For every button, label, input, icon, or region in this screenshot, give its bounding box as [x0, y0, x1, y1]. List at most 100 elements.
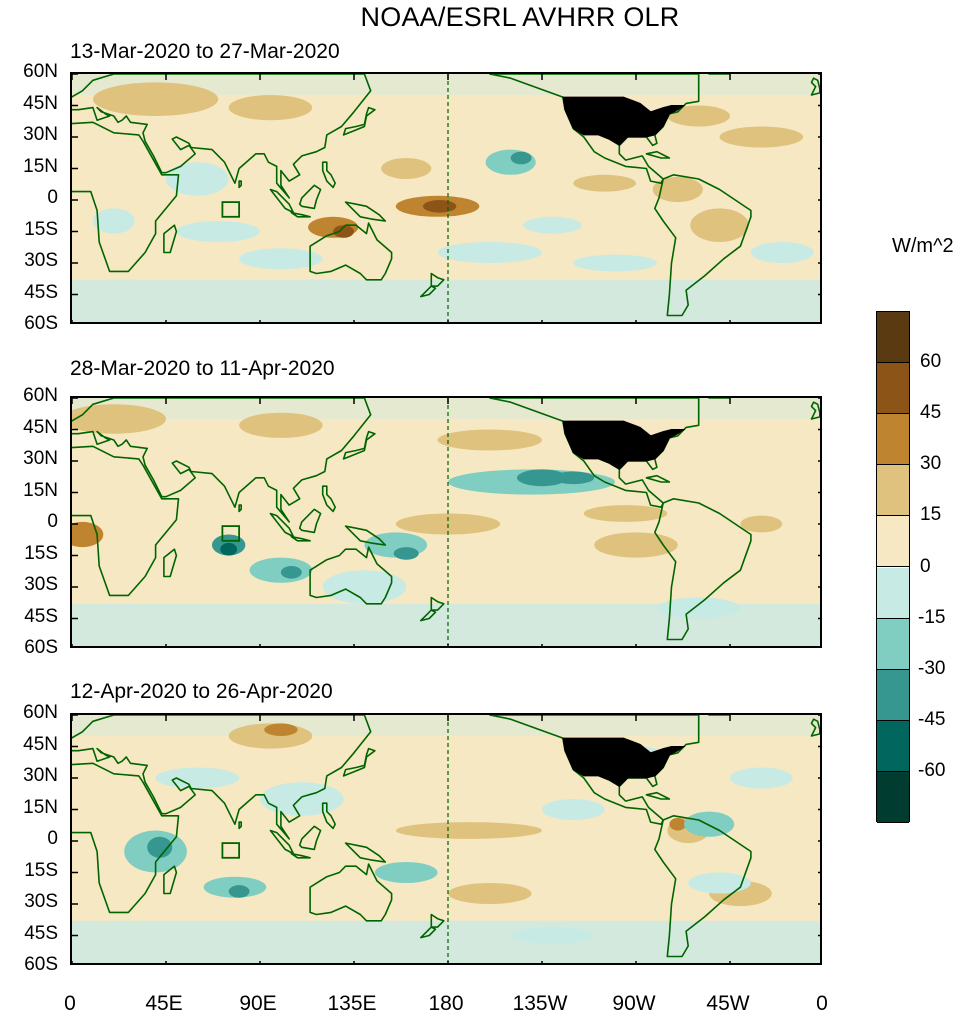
anomaly-contour	[92, 82, 219, 116]
panel-1-label: 13-Mar-2020 to 27-Mar-2020	[70, 40, 340, 63]
anomaly-contour	[239, 412, 323, 438]
anomaly-band	[72, 398, 820, 419]
coastline-java	[290, 211, 311, 218]
coastline-srilanka	[238, 821, 242, 830]
anomaly-band	[72, 715, 820, 736]
lon-label: 90W	[612, 992, 656, 1015]
coastline-newzealand2	[419, 926, 437, 939]
lat-label: 30S	[24, 891, 58, 912]
colorbar-segment	[877, 363, 909, 415]
anomaly-contour	[92, 208, 135, 234]
lat-label: 60S	[24, 637, 58, 658]
anomaly-contour	[322, 570, 407, 604]
anomaly-contour	[437, 429, 542, 451]
lat-label: 60N	[23, 61, 58, 82]
colorbar-segment	[877, 465, 909, 517]
anomaly-contour	[448, 883, 532, 904]
coastline-newguinea	[344, 201, 387, 222]
anomaly-contour	[573, 174, 636, 192]
anomaly-contour	[656, 597, 741, 619]
anomaly-contour	[594, 532, 678, 558]
anomaly-contour	[688, 872, 751, 894]
anomaly-contour	[374, 862, 438, 883]
colorbar-segment	[877, 669, 909, 721]
lat-label: 60S	[24, 954, 58, 975]
coastline-namerica	[488, 74, 700, 184]
chart-title: NOAA/ESRL AVHRR OLR	[360, 2, 680, 32]
map-panel-2	[70, 396, 822, 648]
colorbar-segment	[877, 414, 909, 466]
anomaly-band	[72, 920, 820, 963]
lon-label: 135W	[512, 992, 568, 1015]
anomaly-contour	[437, 242, 542, 263]
lat-label: 15N	[23, 479, 58, 501]
anomaly-contour	[740, 515, 783, 533]
colorbar	[876, 311, 910, 823]
lon-label: 0	[816, 992, 828, 1015]
anomaly-contour	[280, 566, 302, 579]
coastline-newzealand2	[419, 285, 437, 298]
lon-label: 45W	[706, 992, 750, 1015]
anomaly-contour	[260, 782, 344, 816]
coastline-eurasia	[72, 74, 372, 199]
colorbar-segment	[877, 720, 909, 772]
anomaly-contour	[730, 767, 793, 789]
anomaly-contour	[220, 542, 238, 556]
anomaly-contour	[395, 822, 542, 839]
lat-label: 30S	[24, 250, 58, 271]
lat-label: 45N	[23, 92, 58, 114]
colorbar-segment	[877, 516, 909, 568]
coastline-borneo	[298, 184, 322, 210]
anomaly-contour	[690, 208, 749, 242]
anomaly-contour	[228, 95, 313, 121]
region-box	[221, 525, 241, 542]
lon-label: 180	[428, 992, 464, 1015]
lon-label: 90E	[239, 992, 277, 1015]
usa-region	[562, 420, 686, 471]
coastline-samerica	[653, 174, 752, 317]
lon-label: 135E	[327, 992, 377, 1015]
anomaly-contour	[583, 505, 668, 522]
lat-label: 45N	[23, 733, 58, 755]
coastline-borneo	[298, 825, 322, 851]
coastline-newzealand2	[419, 609, 437, 622]
coastline-samerica	[653, 498, 752, 641]
lat-label: 45S	[24, 605, 58, 627]
lat-label: 45N	[23, 416, 58, 438]
anomaly-band	[72, 74, 820, 95]
coastline-africa	[72, 445, 180, 597]
coastline-philippines	[321, 485, 337, 513]
anomaly-contour	[552, 471, 595, 485]
coastline-philippines	[321, 161, 337, 189]
colorbar-label: -15	[918, 606, 946, 628]
lat-label: 15S	[24, 542, 58, 564]
coastline-java	[290, 535, 311, 542]
region-box	[221, 201, 241, 218]
lat-label: 60N	[23, 385, 58, 406]
colorbar-label: 0	[920, 555, 931, 577]
anomaly-contour	[354, 134, 417, 161]
anomaly-contour	[147, 836, 173, 858]
anomaly-contour	[239, 248, 323, 270]
coastline-namerica	[488, 715, 700, 825]
anomaly-contour	[393, 547, 419, 560]
map-panel-3	[70, 713, 822, 965]
anomaly-contour	[422, 200, 457, 213]
lat-label: 15S	[24, 218, 58, 240]
region-box	[221, 842, 241, 859]
anomaly-contour	[573, 254, 657, 272]
coastline-srilanka	[238, 180, 242, 189]
anomaly-contour	[176, 221, 260, 242]
anomaly-contour	[667, 105, 731, 127]
panel-2-label: 28-Mar-2020 to 11-Apr-2020	[70, 357, 335, 380]
coastline-eurasia	[72, 398, 372, 523]
anomaly-contour	[684, 811, 735, 837]
lat-label: 45S	[24, 922, 58, 944]
lat-label: 45S	[24, 281, 58, 303]
lat-label: 30N	[23, 448, 58, 469]
coastline-newzealand	[430, 272, 445, 287]
lat-label: 60S	[24, 313, 58, 334]
colorbar-label: -30	[918, 657, 946, 679]
map-panel-3-svg	[72, 715, 820, 963]
colorbar-label: 60	[920, 351, 942, 373]
